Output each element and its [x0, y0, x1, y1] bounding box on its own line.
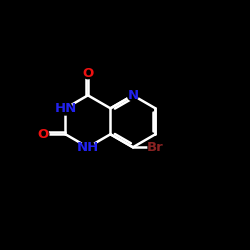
- Text: NH: NH: [77, 141, 99, 154]
- Text: O: O: [38, 128, 49, 141]
- Circle shape: [148, 140, 162, 154]
- Circle shape: [38, 129, 49, 140]
- Circle shape: [81, 140, 94, 154]
- Circle shape: [59, 102, 72, 115]
- Circle shape: [82, 68, 93, 79]
- Circle shape: [128, 90, 138, 101]
- Text: N: N: [127, 89, 138, 102]
- Text: O: O: [82, 67, 94, 80]
- Text: HN: HN: [54, 102, 76, 115]
- Text: Br: Br: [146, 141, 163, 154]
